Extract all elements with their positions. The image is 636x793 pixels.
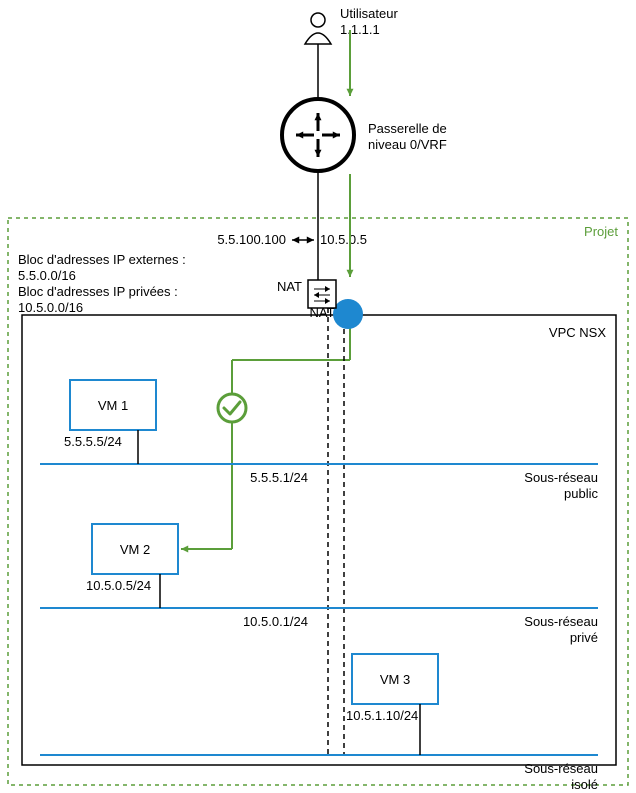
nat-map-left: 5.5.100.100 [217, 232, 286, 247]
nat-map-right: 10.5.0.5 [320, 232, 367, 247]
vm-ip: 10.5.0.5/24 [86, 578, 151, 593]
subnet-label: Sous-réseau [524, 761, 598, 776]
subnet-label: isolé [571, 777, 598, 792]
vpc-router-icon [333, 299, 363, 329]
project-label: Projet [584, 224, 618, 239]
subnet-label: privé [570, 630, 598, 645]
private-block-label: Bloc d'adresses IP privées : [18, 284, 178, 299]
subnet-label: Sous-réseau [524, 614, 598, 629]
gateway-label-2: niveau 0/VRF [368, 137, 447, 152]
subnet-label: public [564, 486, 598, 501]
vm-ip: 10.5.1.10/24 [346, 708, 418, 723]
subnet-label: Sous-réseau [524, 470, 598, 485]
nat-sub: NAT [309, 305, 334, 320]
external-block-label: Bloc d'adresses IP externes : [18, 252, 186, 267]
subnet-gw: 5.5.5.1/24 [250, 470, 308, 485]
success-icon [218, 394, 246, 422]
vm-name: VM 2 [120, 542, 150, 557]
user-label: Utilisateur [340, 6, 398, 21]
subnet-gw: 10.5.0.1/24 [243, 614, 308, 629]
gateway-label-1: Passerelle de [368, 121, 447, 136]
vpc-label: VPC NSX [549, 325, 606, 340]
nat-box: NAT [308, 280, 336, 320]
user-ip: 1.1.1.1 [340, 22, 380, 37]
gateway-icon [282, 99, 354, 171]
vm-ip: 5.5.5.5/24 [64, 434, 122, 449]
nat-label: NAT [277, 279, 302, 294]
external-block-value: 5.5.0.0/16 [18, 268, 76, 283]
private-block-value: 10.5.0.0/16 [18, 300, 83, 315]
vm-name: VM 1 [98, 398, 128, 413]
user-icon [305, 13, 331, 44]
vm-name: VM 3 [380, 672, 410, 687]
